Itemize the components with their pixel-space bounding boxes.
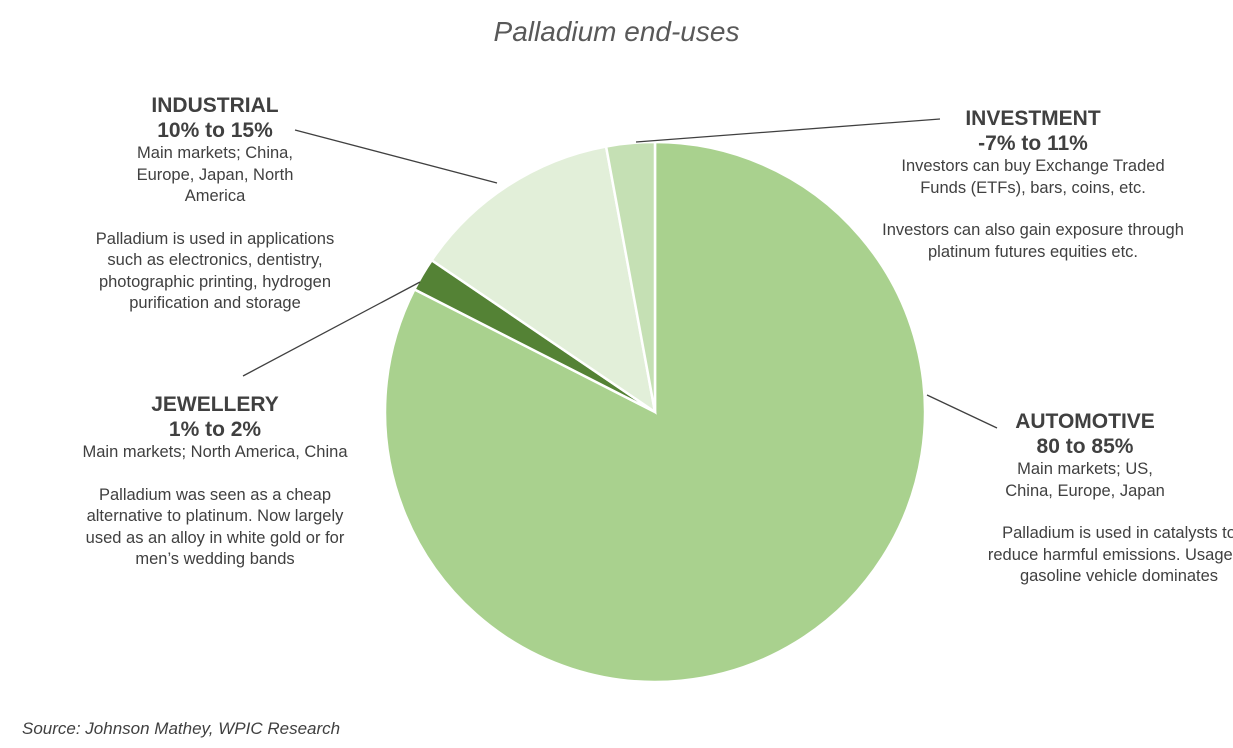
source-note: Source: Johnson Mathey, WPIC Research: [22, 719, 341, 738]
pie-slice-industrial: [429, 145, 657, 415]
pie-slice-investment: [604, 140, 657, 413]
label-industrial: INDUSTRIAL 10% to 15% Main markets; Chin…: [55, 93, 375, 315]
slice-name: JEWELLERY: [151, 393, 279, 416]
slice-markets: Main markets; China, Europe, Japan, Nort…: [136, 144, 294, 205]
slice-range: 10% to 15%: [157, 119, 273, 142]
leader-automotive: [926, 394, 998, 429]
chart-title: Palladium end-uses: [493, 16, 740, 47]
slice-range: 80 to 85%: [1036, 435, 1134, 458]
leader-industrial: [294, 129, 498, 184]
slice-range: -7% to 11%: [978, 132, 1088, 155]
slice-note: Investors can also gain exposure through…: [882, 221, 1184, 261]
label-investment: INVESTMENT -7% to 11% Investors can buy …: [873, 106, 1193, 263]
slice-range: 1% to 2%: [168, 418, 262, 441]
slice-markets: Investors can buy Exchange Traded Funds …: [901, 157, 1165, 197]
label-jewellery: JEWELLERY 1% to 2% Main markets; North A…: [55, 392, 375, 571]
label-automotive: AUTOMOTIVE 80 to 85% Main markets; US, C…: [925, 409, 1233, 588]
slice-note: Palladium is used in applications such a…: [95, 229, 335, 313]
slice-markets: Main markets; North America, China: [82, 443, 348, 461]
slice-note: Palladium is used in catalysts to reduce…: [987, 524, 1233, 585]
slice-name: INVESTMENT: [965, 107, 1101, 130]
slice-note: Palladium was seen as a cheap alternativ…: [85, 485, 345, 569]
leader-jewellery: [242, 281, 421, 377]
slice-name: AUTOMOTIVE: [1015, 410, 1155, 433]
leader-investment: [635, 118, 941, 143]
slice-name: INDUSTRIAL: [151, 94, 279, 117]
slice-markets: Main markets; US, China, Europe, Japan: [1005, 460, 1165, 500]
